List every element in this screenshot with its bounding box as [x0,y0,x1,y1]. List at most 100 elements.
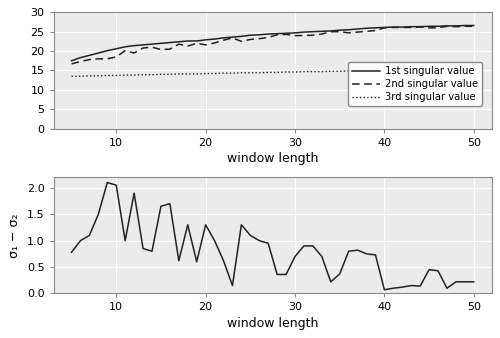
Line: 3rd singular value: 3rd singular value [72,70,474,76]
2nd singular value [122,49,128,53]
3rd singular value [471,68,477,72]
2nd singular value [346,31,352,35]
3rd singular value [310,70,316,74]
2nd singular value [400,25,406,29]
3rd singular value [435,68,441,72]
1st singular value [310,30,316,34]
2nd singular value [194,41,200,45]
1st singular value [319,29,325,33]
1st singular value [417,25,423,29]
3rd singular value [68,74,74,78]
3rd singular value [167,72,173,76]
3rd singular value [212,72,218,76]
2nd singular value [131,51,137,55]
1st singular value [184,39,190,43]
3rd singular value [96,74,102,78]
1st singular value [149,42,155,46]
2nd singular value [167,47,173,51]
2nd singular value [256,37,262,41]
X-axis label: window length: window length [227,317,318,330]
1st singular value [462,23,468,27]
3rd singular value [301,70,307,74]
3rd singular value [444,68,450,72]
2nd singular value [238,39,244,43]
2nd singular value [212,41,218,45]
2nd singular value [86,57,92,62]
3rd singular value [238,71,244,75]
1st singular value [444,24,450,28]
2nd singular value [390,25,396,29]
1st singular value [167,41,173,45]
1st singular value [354,27,360,31]
2nd singular value [471,24,477,28]
3rd singular value [328,69,334,73]
1st singular value [96,51,102,55]
1st singular value [336,28,342,32]
2nd singular value [140,46,146,50]
3rd singular value [248,71,254,75]
1st singular value [248,33,254,37]
2nd singular value [149,45,155,49]
3rd singular value [194,72,200,76]
2nd singular value [78,59,84,64]
3rd singular value [283,70,289,74]
1st singular value [131,44,137,48]
3rd singular value [346,69,352,73]
1st singular value [471,23,477,27]
2nd singular value [417,25,423,29]
2nd singular value [336,30,342,34]
3rd singular value [453,68,459,72]
3rd singular value [202,72,208,76]
1st singular value [283,31,289,35]
2nd singular value [220,38,226,42]
2nd singular value [328,30,334,34]
1st singular value [78,56,84,60]
2nd singular value [184,44,190,48]
3rd singular value [158,72,164,76]
3rd singular value [149,73,155,77]
2nd singular value [104,57,110,61]
1st singular value [113,47,119,51]
1st singular value [68,59,74,63]
1st singular value [256,33,262,37]
1st singular value [194,39,200,43]
3rd singular value [426,68,432,72]
3rd singular value [104,73,110,77]
1st singular value [230,35,235,39]
1st singular value [400,25,406,29]
3rd singular value [372,69,378,73]
3rd singular value [364,69,370,73]
Legend: 1st singular value, 2nd singular value, 3rd singular value: 1st singular value, 2nd singular value, … [348,63,482,106]
3rd singular value [176,72,182,76]
3rd singular value [336,69,342,73]
1st singular value [292,31,298,35]
1st singular value [382,25,388,29]
3rd singular value [140,73,146,77]
3rd singular value [390,68,396,72]
3rd singular value [122,73,128,77]
1st singular value [202,38,208,42]
1st singular value [274,32,280,36]
3rd singular value [292,70,298,74]
2nd singular value [372,28,378,32]
1st singular value [238,34,244,39]
2nd singular value [176,42,182,46]
1st singular value [390,25,396,29]
1st singular value [364,26,370,30]
1st singular value [265,32,271,36]
2nd singular value [408,25,414,29]
3rd singular value [382,68,388,72]
2nd singular value [202,43,208,47]
1st singular value [426,24,432,28]
1st singular value [140,43,146,47]
2nd singular value [158,48,164,52]
1st singular value [435,24,441,28]
2nd singular value [453,25,459,29]
1st singular value [453,24,459,28]
3rd singular value [274,70,280,74]
3rd singular value [184,72,190,76]
1st singular value [158,41,164,45]
2nd singular value [113,55,119,59]
2nd singular value [444,24,450,28]
3rd singular value [78,74,84,78]
